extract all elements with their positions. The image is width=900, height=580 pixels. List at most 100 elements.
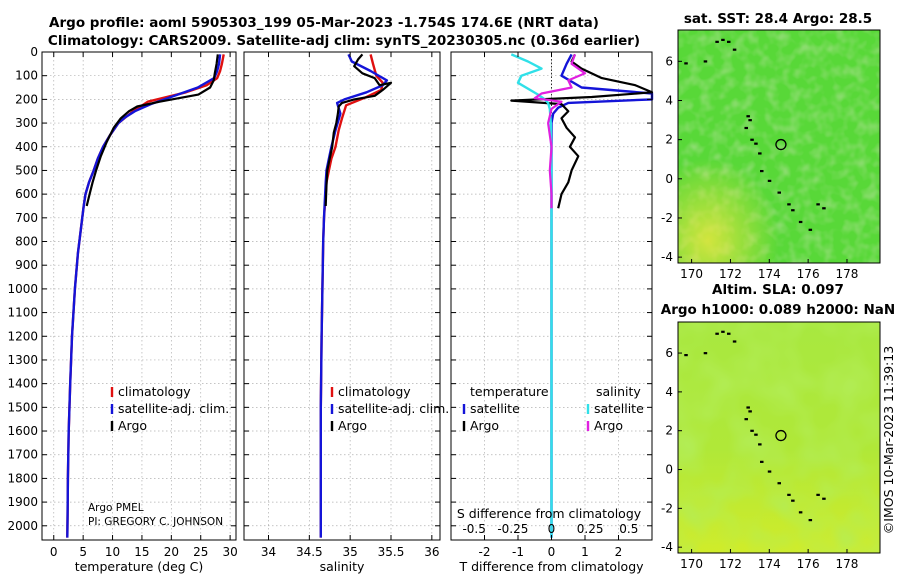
x-axis-label: T difference from climatology xyxy=(458,559,644,574)
island xyxy=(746,115,750,118)
island xyxy=(703,352,708,355)
y-tick-label: -4 xyxy=(661,540,673,554)
x-tick-label: 0 xyxy=(50,545,58,559)
y-tick-label: 1000 xyxy=(7,282,38,296)
x-tick-label: 15 xyxy=(134,545,149,559)
island xyxy=(787,203,791,206)
island xyxy=(750,138,754,141)
island xyxy=(816,203,820,206)
island xyxy=(791,499,795,502)
island xyxy=(754,433,758,436)
y-tick-label: -2 xyxy=(661,501,673,515)
series-climatology xyxy=(66,54,225,538)
argo-note-line2: PI: GREGORY C. JOHNSON xyxy=(88,516,223,528)
island xyxy=(822,497,826,500)
legend-label: Argo xyxy=(118,418,147,433)
x-tick-label: 5 xyxy=(79,545,87,559)
island xyxy=(808,519,813,522)
island xyxy=(787,493,791,496)
island xyxy=(777,482,781,485)
series-argo xyxy=(324,53,393,207)
legend-heading-salinity: salinity xyxy=(596,384,641,399)
top-tick-label: 0 xyxy=(548,522,556,536)
top-tick-label: 0.5 xyxy=(619,522,638,536)
y-tick-label: 1600 xyxy=(7,424,38,438)
island xyxy=(760,460,764,463)
legend-label: Argo xyxy=(470,418,499,433)
x-tick-label: 35.5 xyxy=(378,545,405,559)
legend-label: Argo xyxy=(338,418,367,433)
island xyxy=(715,332,719,335)
x-tick-label: 178 xyxy=(836,267,859,281)
island xyxy=(767,470,772,473)
y-tick-label: 1100 xyxy=(7,306,38,320)
x-tick-label: 36 xyxy=(424,545,439,559)
x-tick-label: 35 xyxy=(343,545,358,559)
island xyxy=(798,511,803,514)
panel-sst_map: 170 172 174 176 178 -4 -2 0 2 4 6 sat. SST: 28.4 Ar… xyxy=(661,11,881,281)
top-tick-label: 0.25 xyxy=(577,522,604,536)
series-s-satellite xyxy=(510,53,553,538)
x-tick-label: 2 xyxy=(615,545,623,559)
map-warm-area xyxy=(678,30,880,263)
island xyxy=(748,119,752,122)
y-tick-label: 2 xyxy=(665,133,673,147)
y-tick-label: 200 xyxy=(15,92,38,106)
island xyxy=(777,191,781,194)
y-tick-label: 0 xyxy=(30,45,38,59)
y-tick-label: 0 xyxy=(665,463,673,477)
x-tick-label: 172 xyxy=(719,557,742,571)
top-tick-label: -0.25 xyxy=(497,522,528,536)
imos-credit: ©IMOS 10-Mar-2023 11:39:13 xyxy=(881,346,896,534)
legend-label: satellite xyxy=(594,401,644,416)
island xyxy=(822,207,826,210)
y-tick-label: 1400 xyxy=(7,377,38,391)
x-tick-label: 170 xyxy=(680,267,703,281)
map-frame xyxy=(677,321,881,554)
y-tick-label: 6 xyxy=(665,346,673,360)
y-tick-label: 4 xyxy=(665,385,673,399)
island xyxy=(721,330,725,333)
axes-frame xyxy=(41,51,237,541)
island xyxy=(721,38,725,41)
x-tick-label: 34 xyxy=(261,545,276,559)
panel-salinity: 34 34.5 35 35.5 36 salinity climatology satelli… xyxy=(243,51,449,574)
argo-note-line1: Argo PMEL xyxy=(88,502,144,514)
y-tick-label: 1200 xyxy=(7,329,38,343)
y-tick-label: 800 xyxy=(15,235,38,249)
island xyxy=(727,332,731,335)
y-tick-label: 700 xyxy=(15,211,38,225)
legend-heading-temperature: temperature xyxy=(470,384,549,399)
y-tick-label: 1800 xyxy=(7,471,38,485)
y-tick-label: 4 xyxy=(665,93,673,107)
x-tick-label: -1 xyxy=(512,545,524,559)
top-tick-label: -0.5 xyxy=(462,522,485,536)
series-climatology xyxy=(319,54,384,538)
axes-frame xyxy=(243,51,441,541)
panel-difference: -2 -1 0 1 2T difference from climatology temp… xyxy=(450,51,654,574)
y-tick-label: 100 xyxy=(15,69,38,83)
island xyxy=(758,152,762,155)
x-tick-label: 25 xyxy=(193,545,208,559)
island xyxy=(684,62,688,65)
legend: climatology satellite-adj. clim. Argo xyxy=(330,384,449,433)
x-tick-label: 174 xyxy=(758,557,781,571)
island xyxy=(732,340,737,343)
legend: temperature salinity satellite Argo satellit… xyxy=(462,384,644,433)
legend-label: climatology xyxy=(338,384,411,399)
island xyxy=(727,40,731,43)
y-tick-label: 6 xyxy=(665,54,673,68)
x-tick-label: 0 xyxy=(548,545,556,559)
y-tick-label: 2000 xyxy=(7,519,38,533)
island xyxy=(703,60,708,63)
panel-sla_map: 170 172 174 176 178 -4 -2 0 2 4 6 Altim. SLA: 0.097… xyxy=(661,282,895,571)
top-axis-label: S difference from climatology xyxy=(457,506,642,521)
x-tick-label: -2 xyxy=(479,545,491,559)
y-tick-label: 1300 xyxy=(7,353,38,367)
island xyxy=(744,418,748,421)
y-tick-label: 400 xyxy=(15,140,38,154)
island xyxy=(767,179,772,182)
series-t-argo xyxy=(510,53,654,209)
x-tick-label: 176 xyxy=(797,267,820,281)
